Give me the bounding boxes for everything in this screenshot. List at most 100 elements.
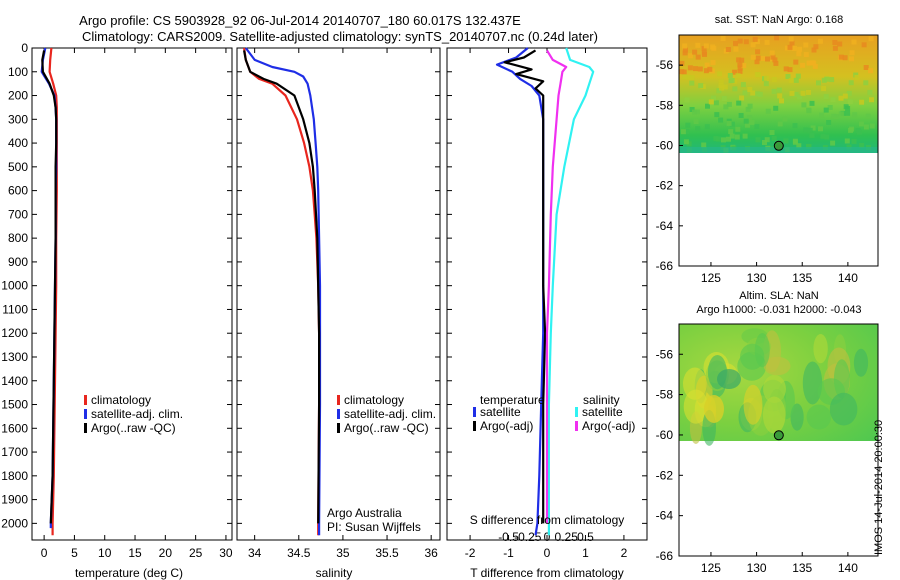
- map-texture-cell: [713, 136, 719, 142]
- map-texture-cell: [788, 78, 794, 84]
- plot-title-line2: Climatology: CARS2009. Satellite-adjuste…: [82, 29, 598, 44]
- map-texture-cell: [695, 42, 701, 48]
- depth-tick-label: 700: [8, 207, 28, 221]
- sla-map-frame: [678, 323, 879, 557]
- map-y-tick-label: -60: [656, 138, 674, 152]
- map-texture-cell: [717, 71, 723, 77]
- x-tick-label: 15: [128, 546, 142, 560]
- map-texture-cell: [704, 62, 710, 68]
- map-y-tick-label: -58: [656, 98, 674, 112]
- map-texture-cell: [851, 39, 857, 45]
- map-texture-cell: [811, 47, 817, 53]
- depth-tick-label: 1400: [1, 374, 28, 388]
- map-texture-cell: [812, 63, 818, 69]
- map-y-tick-label: -64: [656, 509, 674, 523]
- map-texture-cell: [865, 113, 871, 119]
- map-texture-cell: [809, 132, 815, 138]
- map-texture-cell: [734, 134, 740, 140]
- map-y-tick-label: -56: [656, 58, 674, 72]
- salinity-legend-swatch-climatology: [337, 395, 340, 405]
- map-texture-cell: [689, 75, 695, 81]
- map-texture-cell: [795, 73, 801, 79]
- map-texture-cell: [726, 120, 732, 126]
- map-y-tick-label: -62: [656, 179, 674, 193]
- x-tick-label: 35: [336, 546, 350, 560]
- map-texture-cell: [721, 96, 727, 102]
- salinity-legend: climatology satellite-adj. clim. Argo(..…: [337, 393, 436, 435]
- map-texture-cell: [680, 129, 686, 135]
- map-texture-blob: [743, 384, 763, 425]
- difference-secondary-axis: -0.5-0.25 0 0.25 0.5: [498, 530, 594, 544]
- map-texture-cell: [755, 91, 761, 97]
- map-texture-cell: [769, 50, 775, 56]
- map-texture-cell: [848, 127, 853, 133]
- map-texture-cell: [685, 122, 691, 128]
- map-texture-cell: [777, 121, 783, 127]
- map-texture-cell: [703, 68, 709, 74]
- map-texture-cell: [809, 100, 815, 106]
- map-texture-cell: [797, 46, 803, 52]
- sla-map: 125 130 135 140 -56 -58 -60 -62 -64 -66: [656, 323, 879, 575]
- map-texture-cell: [771, 77, 777, 82]
- map-texture-cell: [829, 77, 835, 83]
- map-x-tick-label: 140: [838, 561, 858, 575]
- depth-tick-label: 1200: [1, 326, 28, 340]
- map-texture-blob: [754, 333, 770, 368]
- difference-legend: temperature salinity satellite Argo(-adj…: [473, 393, 635, 433]
- map-texture-cell: [745, 122, 750, 128]
- map-texture-cell: [869, 97, 874, 103]
- map-texture-cell: [801, 102, 807, 108]
- map-texture-cell: [710, 60, 716, 66]
- map-texture-cell: [692, 49, 698, 55]
- map-texture-cell: [736, 100, 742, 106]
- x-tick-label: 5: [71, 546, 78, 560]
- depth-tick-label: 1800: [1, 469, 28, 483]
- secondary-tick-label: 0.25: [555, 530, 579, 544]
- secondary-tick-label: 0: [544, 530, 551, 544]
- map-texture-cell: [679, 69, 685, 75]
- map-texture-cell: [824, 76, 830, 82]
- difference-panel: -2 -1 0 1 2 -0.5-0.25 0 0.25 0.5 S difference f…: [446, 47, 648, 580]
- map-texture-cell: [788, 36, 794, 42]
- map-texture-cell: [842, 93, 848, 99]
- map-texture-cell: [769, 130, 775, 135]
- map-texture-cell: [716, 88, 722, 94]
- map-texture-cell: [747, 115, 753, 121]
- map-texture-cell: [732, 69, 738, 75]
- imos-timestamp: IMOS 14-Jul-2014 20:00:30: [873, 419, 885, 555]
- map-texture-cell: [867, 90, 873, 95]
- series-line-argo-raw-qc-: [41, 50, 58, 524]
- map-texture-cell: [745, 106, 751, 112]
- salinity-legend-swatch-argo: [337, 423, 340, 433]
- map-texture-cell: [796, 51, 802, 57]
- map-texture-cell: [732, 78, 738, 84]
- map-texture-cell: [793, 92, 799, 97]
- map-texture-cell: [869, 123, 875, 129]
- map-texture-cell: [764, 39, 770, 45]
- sst-map-frame: [678, 34, 879, 267]
- difference-lines: [495, 47, 595, 536]
- difference-legend-temp-argo: Argo(-adj): [480, 419, 533, 433]
- map-texture-cell: [773, 105, 779, 111]
- map-texture-cell: [784, 45, 790, 51]
- salinity-legend-argo: Argo(..raw -QC): [344, 421, 429, 435]
- map-texture-cell: [713, 100, 719, 106]
- depth-tick-label: 400: [8, 136, 28, 150]
- map-texture-cell: [694, 109, 700, 115]
- temperature-legend-swatch-climatology: [84, 395, 87, 405]
- depth-tick-label: 900: [8, 255, 28, 269]
- map-texture-cell: [793, 77, 799, 83]
- map-texture-cell: [755, 55, 761, 61]
- depth-tick-label: 800: [8, 231, 28, 245]
- map-texture-cell: [760, 56, 766, 61]
- map-texture-cell: [842, 55, 848, 61]
- x-tick-label: 34: [248, 546, 262, 560]
- map-texture-cell: [750, 42, 756, 48]
- map-texture-cell: [749, 119, 755, 125]
- map-texture-cell: [711, 45, 717, 51]
- map-texture-cell: [763, 81, 769, 87]
- map-texture-cell: [863, 124, 869, 130]
- map-texture-cell: [819, 112, 825, 118]
- map-texture-cell: [845, 110, 851, 116]
- map-texture-cell: [689, 107, 695, 112]
